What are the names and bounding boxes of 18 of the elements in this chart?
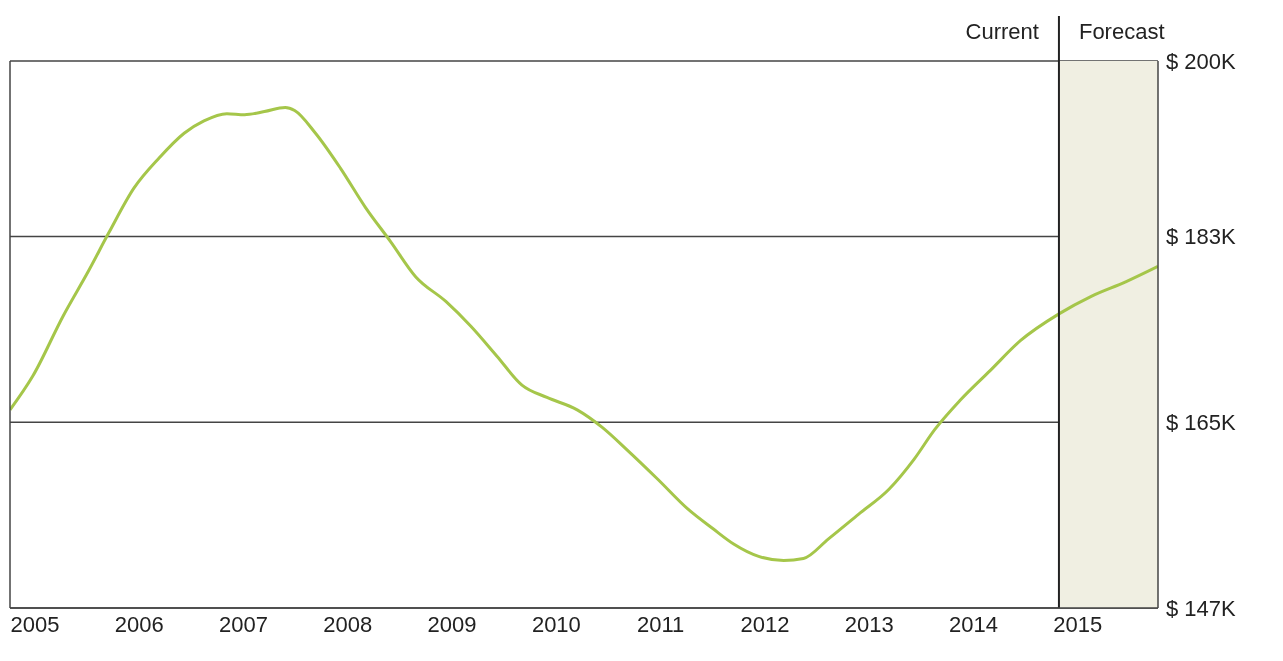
x-tick-label: 2011: [636, 611, 685, 637]
x-tick-label: 2010: [531, 611, 581, 637]
x-tick-label: 2012: [740, 611, 790, 637]
y-tick-label: $ 183K: [1166, 224, 1237, 250]
y-tick-label: $ 165K: [1166, 410, 1237, 436]
band-label: Forecast: [1078, 19, 1165, 44]
x-tick-label: 2008: [323, 611, 373, 637]
y-tick-label: $ 200K: [1166, 48, 1237, 74]
x-tick-label: 2005: [10, 611, 60, 637]
x-tick-label: 2009: [427, 611, 477, 637]
x-tick-label: 2014: [948, 611, 998, 637]
line-series: [10, 105, 1158, 563]
x-tick-label: 2007: [219, 611, 269, 637]
y-tick-label: $ 147K: [1166, 595, 1237, 621]
x-tick-label: 2015: [1053, 611, 1103, 637]
ref-line-label: Current: [965, 19, 1039, 44]
x-tick-label: 2006: [114, 611, 164, 637]
x-tick-label: 2013: [844, 611, 894, 637]
